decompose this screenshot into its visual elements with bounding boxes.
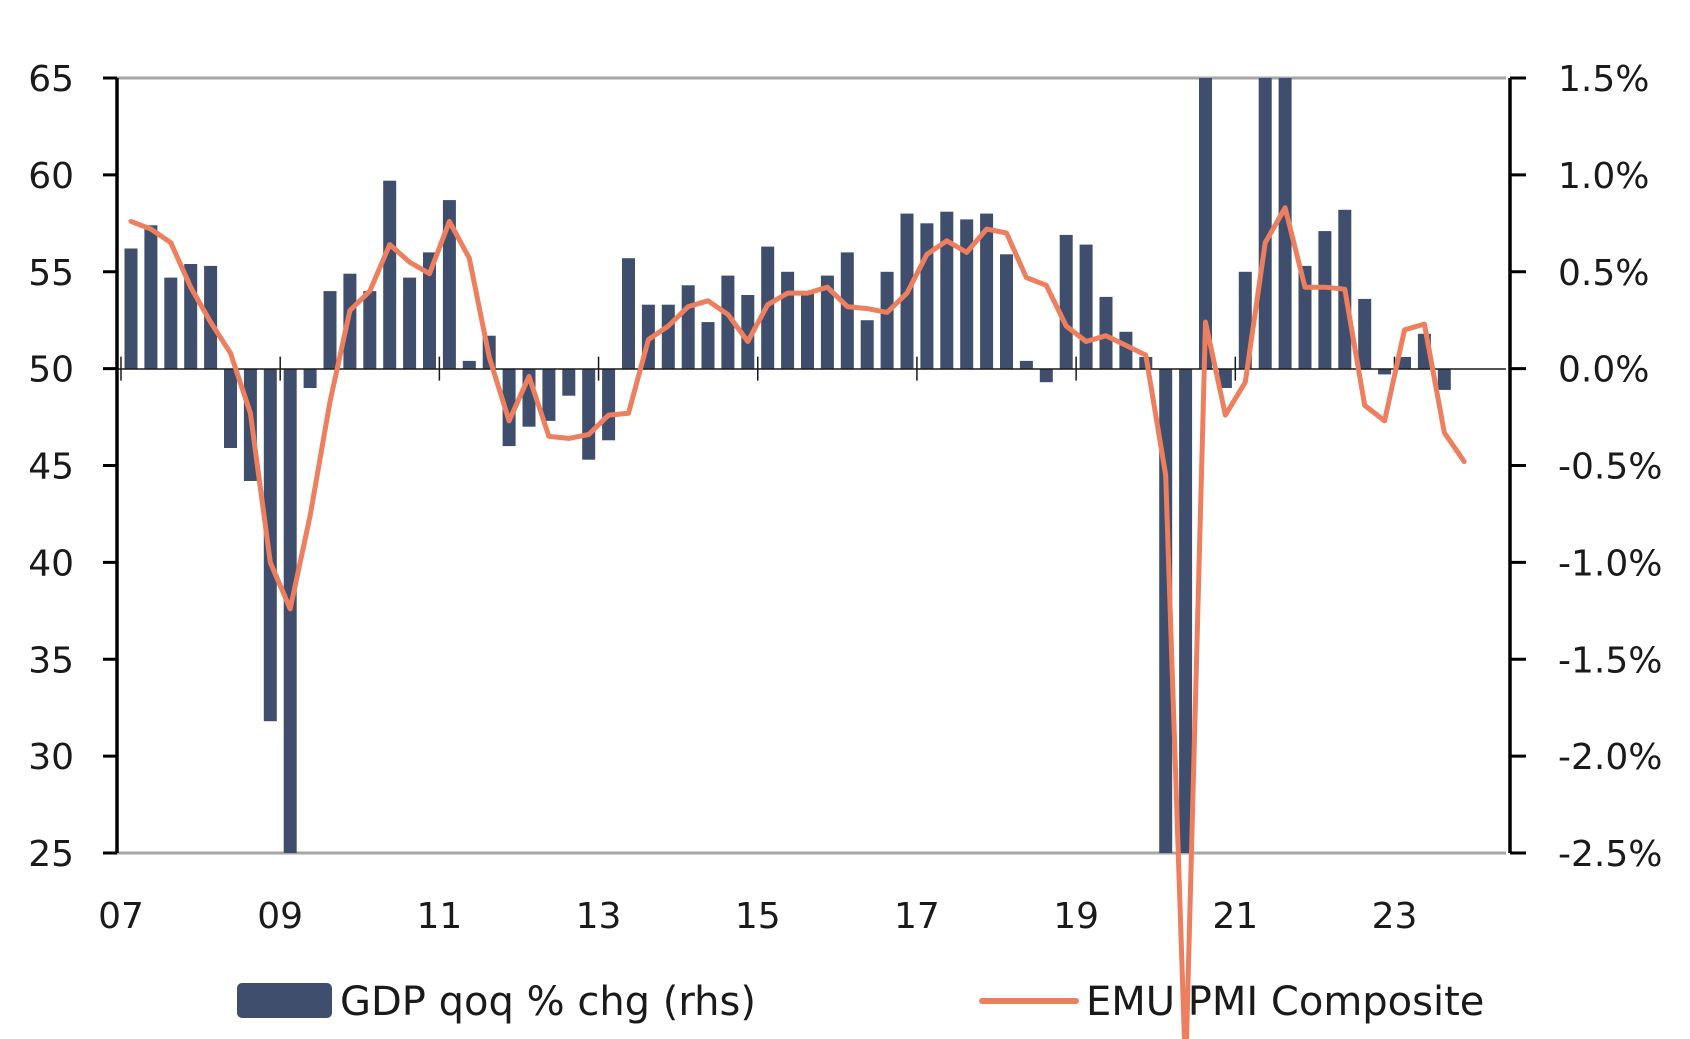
gdp-bar bbox=[721, 275, 735, 369]
x-tick-label: 19 bbox=[1053, 896, 1099, 937]
gdp-bar bbox=[323, 291, 337, 369]
gdp-bar bbox=[542, 368, 556, 421]
y-right-tick-label: 0.5% bbox=[1558, 253, 1649, 294]
gdp-bar bbox=[1358, 298, 1372, 369]
x-tick-label: 11 bbox=[416, 896, 462, 937]
gdp-bar bbox=[980, 213, 994, 369]
gdp-bar bbox=[1019, 360, 1033, 369]
gdp-bar bbox=[622, 258, 635, 369]
gdp-bar bbox=[1059, 234, 1073, 369]
gdp-bar bbox=[383, 180, 397, 369]
gdp-bar bbox=[423, 252, 436, 369]
gdp-bar bbox=[144, 225, 158, 369]
gdp-bar bbox=[801, 291, 814, 369]
x-tick-label: 15 bbox=[735, 896, 781, 937]
gdp-bar bbox=[303, 368, 317, 388]
gdp-bar bbox=[224, 368, 237, 448]
x-tick-label: 13 bbox=[576, 896, 622, 937]
x-tick-label: 17 bbox=[894, 896, 940, 937]
gdp-bar bbox=[701, 322, 715, 369]
gdp-bar bbox=[1079, 244, 1093, 369]
x-tick-label: 09 bbox=[257, 896, 303, 937]
gdp-bar bbox=[1218, 368, 1232, 388]
gdp-bar bbox=[681, 285, 695, 369]
gdp-bar bbox=[860, 320, 874, 369]
legend-swatch-gdp bbox=[237, 983, 332, 1018]
gdp-bar bbox=[741, 295, 755, 369]
gdp-bar bbox=[940, 211, 954, 369]
gdp-bar bbox=[363, 291, 377, 369]
y-left-tick-label: 30 bbox=[28, 737, 74, 778]
gdp-bar bbox=[1437, 368, 1451, 390]
y-right-tick-label: -0.5% bbox=[1558, 447, 1662, 488]
y-left-tick-label: 35 bbox=[28, 640, 74, 681]
y-left-tick-label: 60 bbox=[28, 156, 74, 197]
gdp-bar bbox=[1378, 368, 1392, 375]
gdp-bar bbox=[781, 271, 795, 369]
gdp-bar bbox=[1258, 78, 1272, 369]
gdp-bar bbox=[1318, 231, 1332, 369]
gdp-bar bbox=[960, 219, 974, 369]
x-tick-label: 23 bbox=[1372, 896, 1418, 937]
y-right-tick-label: -1.5% bbox=[1558, 640, 1662, 681]
gdp-bar bbox=[403, 277, 417, 369]
y-left-axis: 65 60 55 50 45 40 35 30 25 bbox=[28, 59, 117, 875]
legend: GDP qoq % chg (rhs) EMU PMI Composite bbox=[237, 979, 1484, 1025]
gdp-bar bbox=[1039, 368, 1053, 383]
x-tick-label: 07 bbox=[98, 896, 144, 937]
y-right-tick-label: 1.0% bbox=[1558, 156, 1649, 197]
y-right-tick-label: -1.0% bbox=[1558, 543, 1662, 584]
y-left-tick-label: 65 bbox=[28, 59, 74, 100]
y-left-tick-label: 45 bbox=[28, 447, 74, 488]
gdp-bar bbox=[1298, 265, 1312, 369]
y-right-tick-label: 0.0% bbox=[1558, 350, 1649, 391]
gdp-bar bbox=[920, 223, 934, 369]
y-left-tick-label: 55 bbox=[28, 253, 74, 294]
pmi-line bbox=[128, 205, 1467, 1039]
y-right-tick-label: -2.5% bbox=[1558, 834, 1662, 875]
y-right-tick-label: 1.5% bbox=[1558, 59, 1649, 100]
gdp-bar bbox=[661, 304, 675, 369]
gdp-bar bbox=[1099, 296, 1113, 369]
x-axis-labels: 07 09 11 13 15 17 19 21 23 bbox=[98, 896, 1417, 937]
gdp-bar bbox=[880, 271, 894, 369]
gdp-bar bbox=[582, 368, 596, 460]
y-right-axis: 1.5% 1.0% 0.5% 0.0% -0.5% -1.0% -1.5% -2.0% -2.5… bbox=[1510, 59, 1662, 875]
gdp-bar bbox=[1159, 368, 1173, 853]
gdp-bar bbox=[820, 275, 834, 369]
legend-label-pmi: EMU PMI Composite bbox=[1086, 979, 1484, 1025]
gdp-bars bbox=[124, 78, 1451, 853]
gdp-bar bbox=[502, 368, 516, 447]
gdp-bar bbox=[562, 368, 576, 396]
gdp-bar bbox=[124, 248, 138, 369]
gdp-bar bbox=[164, 277, 178, 369]
y-left-tick-label: 50 bbox=[28, 350, 74, 391]
gdp-bar bbox=[442, 200, 456, 369]
legend-label-gdp: GDP qoq % chg (rhs) bbox=[340, 979, 756, 1025]
gdp-bar bbox=[1179, 368, 1193, 853]
gdp-bar bbox=[840, 252, 854, 369]
y-left-tick-label: 25 bbox=[28, 834, 74, 875]
gdp-bar bbox=[1398, 357, 1411, 369]
gdp-bar bbox=[1199, 78, 1212, 369]
y-left-tick-label: 40 bbox=[28, 543, 74, 584]
x-tick-label: 21 bbox=[1212, 896, 1258, 937]
y-right-tick-label: -2.0% bbox=[1558, 737, 1662, 778]
gdp-bar bbox=[462, 360, 476, 369]
gdp-bar bbox=[1278, 78, 1292, 369]
gdp-bar bbox=[1000, 254, 1013, 369]
gdp-bar bbox=[602, 368, 616, 441]
gdp-bar bbox=[1119, 331, 1133, 369]
